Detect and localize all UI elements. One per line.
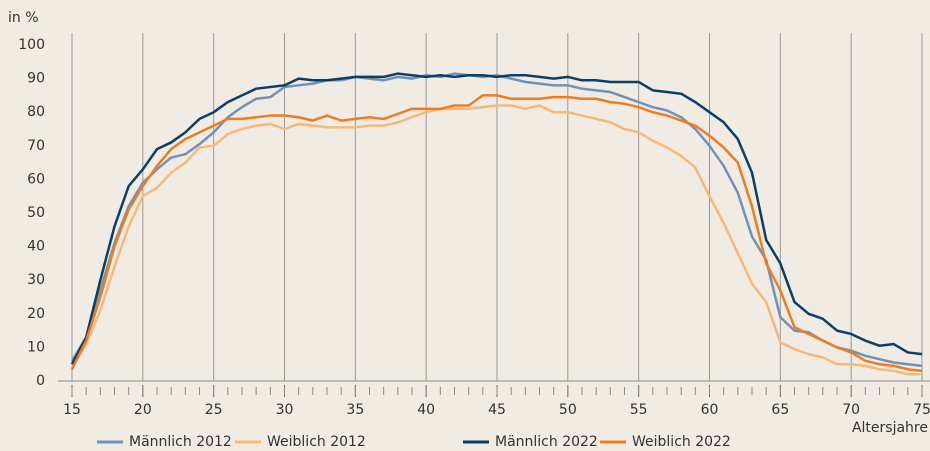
y-tick-label: 10 (27, 339, 45, 355)
y-tick-label: 30 (27, 272, 45, 288)
line-series (70, 94, 923, 373)
legend-label: Weiblich 2012 (267, 434, 366, 450)
x-axis-label: Altersjahre (852, 420, 928, 436)
line-series (70, 72, 923, 365)
x-tick-label: 60 (701, 402, 719, 418)
legend-label: Männlich 2022 (495, 434, 598, 450)
x-tick-label: 75 (913, 402, 930, 418)
y-tick-label: 100 (18, 37, 45, 53)
y-tick-label: 50 (27, 205, 45, 221)
y-axis-label: in % (8, 10, 39, 26)
y-tick-label: 70 (27, 138, 45, 154)
x-tick-label: 40 (417, 402, 435, 418)
x-tick-label: 30 (276, 402, 294, 418)
x-tick-label: 70 (842, 402, 860, 418)
line-series (70, 72, 923, 368)
y-tick-label: 80 (27, 104, 45, 120)
x-tick-label: 45 (488, 402, 506, 418)
y-tick-label: 60 (27, 171, 45, 187)
y-tick-label: 90 (27, 71, 45, 87)
x-tick-label: 25 (205, 402, 223, 418)
y-tick-label: 0 (36, 373, 45, 389)
x-tick-label: 20 (134, 402, 152, 418)
x-tick-label: 50 (559, 402, 577, 418)
x-tick-label: 15 (63, 402, 81, 418)
legend-label: Männlich 2012 (129, 434, 232, 450)
x-tick-label: 65 (771, 402, 789, 418)
y-tick-label: 20 (27, 306, 45, 322)
x-tick-label: 55 (630, 402, 648, 418)
y-tick-label: 40 (27, 239, 45, 255)
line-series (70, 104, 922, 376)
legend-label: Weiblich 2022 (632, 434, 731, 450)
x-tick-label: 35 (346, 402, 364, 418)
